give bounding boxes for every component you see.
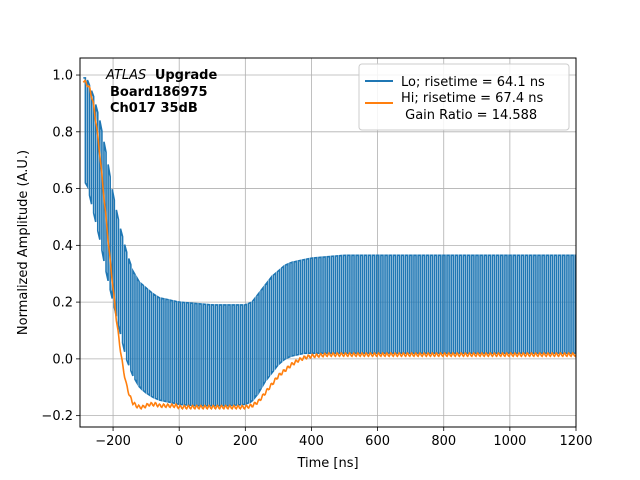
axes-frame xyxy=(79,57,577,428)
atlas-annotation: ATLAS Upgrade Board186975 Ch017 35dB xyxy=(105,68,217,116)
ticks: −200 0 200 400 600 800 1000 1200 −0.2 0.0 0.2 0.4 0.… xyxy=(41,69,592,449)
annotation-line-1: ATLAS Upgrade xyxy=(105,68,217,83)
y-tick-label: 0.0 xyxy=(52,352,73,367)
x-tick-label: 0 xyxy=(175,434,183,449)
y-tick-label: 0.8 xyxy=(52,125,73,140)
annotation-board: Board186975 xyxy=(110,85,208,100)
y-tick-label: 0.6 xyxy=(52,182,73,197)
y-tick-label: 1.0 xyxy=(52,69,73,84)
x-tick-label: 400 xyxy=(299,434,324,449)
legend-label-lo: Lo; risetime = 64.1 ns xyxy=(401,75,545,90)
legend-label-gain-ratio: Gain Ratio = 14.588 xyxy=(401,108,537,123)
y-tick-label: −0.2 xyxy=(41,409,73,424)
y-tick-label: 0.2 xyxy=(52,296,73,311)
x-tick-label: 200 xyxy=(233,434,258,449)
series-line-hi xyxy=(82,79,576,410)
x-tick-label: 1200 xyxy=(559,434,592,449)
x-axis-label: Time [ns] xyxy=(296,456,358,471)
annotation-upgrade: Upgrade xyxy=(155,68,218,83)
annotation-channel: Ch017 35dB xyxy=(110,101,198,116)
y-axis-label: Normalized Amplitude (A.U.) xyxy=(16,150,31,335)
x-tick-label: −200 xyxy=(95,434,131,449)
annotation-atlas: ATLAS xyxy=(105,68,146,83)
y-tick-label: 0.4 xyxy=(52,239,73,254)
x-tick-label: 800 xyxy=(431,434,456,449)
legend-label-hi: Hi; risetime = 67.4 ns xyxy=(401,91,543,106)
legend-box xyxy=(358,63,570,131)
plot-area xyxy=(82,77,576,410)
x-tick-label: 1000 xyxy=(493,434,526,449)
x-tick-label: 600 xyxy=(365,434,390,449)
legend: Lo; risetime = 64.1 ns Hi; risetime = 67… xyxy=(358,63,570,131)
